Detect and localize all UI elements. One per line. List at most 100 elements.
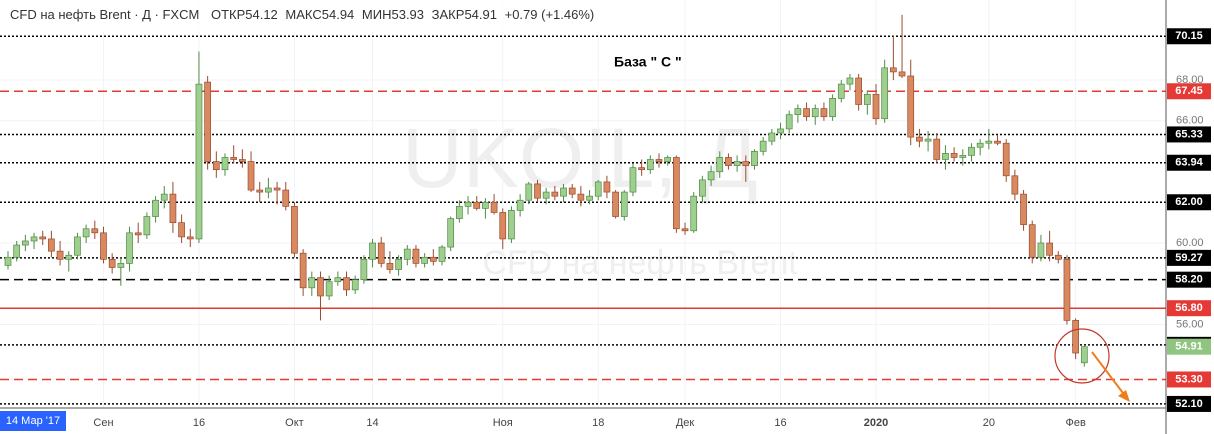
x-tick-label: Ноя [493, 417, 513, 429]
x-tick-label: Фев [1065, 417, 1085, 429]
x-tick-label: Дек [676, 417, 695, 429]
watermark: UKOIL, Д [402, 111, 758, 205]
candle-body [1054, 254, 1062, 260]
candle-body [178, 222, 185, 238]
level-label-box [1167, 154, 1211, 171]
candle-body [768, 132, 776, 142]
candle-body [499, 212, 507, 240]
y-tick-label: 56.00 [1176, 318, 1204, 330]
candle-body [100, 232, 107, 260]
level-label: 70.15 [1175, 30, 1203, 42]
level-label-box [1167, 371, 1211, 388]
candle-body [759, 140, 767, 152]
x-tick-label: Окт [285, 417, 304, 429]
candle-body [82, 228, 90, 238]
candle-body [699, 179, 706, 197]
candle-body [4, 256, 12, 266]
level-label: 56.80 [1175, 302, 1203, 314]
level-label-box [1167, 83, 1211, 100]
candle-body [681, 228, 689, 232]
candle-body [429, 256, 437, 262]
candle-body [1020, 193, 1027, 226]
candle-body [1063, 258, 1071, 321]
close-value: 54.91 [464, 7, 497, 22]
level-label: 63.94 [1175, 157, 1203, 169]
candle-body [482, 201, 489, 209]
candle-body [412, 248, 420, 264]
candle-body [959, 155, 967, 158]
x-tick-label: 18 [592, 417, 604, 429]
cursor-date: 14 Мар '17 [6, 415, 60, 427]
arrow [1091, 351, 1127, 398]
candle-body [30, 236, 38, 242]
candle-body [811, 108, 819, 118]
candle-body [108, 258, 116, 268]
candle-body [872, 93, 880, 120]
close-label: ЗАКР [432, 7, 465, 22]
candle-body [325, 281, 333, 297]
candle-body [594, 181, 602, 197]
candle-body [890, 67, 897, 73]
open-label: ОТКР [211, 7, 245, 22]
level-label-box [1167, 395, 1211, 412]
candle-body [1080, 346, 1088, 364]
candle-body [1028, 224, 1036, 258]
candle-body [212, 161, 220, 171]
candle-body [933, 138, 941, 160]
level-label: 62.00 [1175, 196, 1203, 208]
candle-body [282, 189, 290, 207]
candle-body [751, 150, 758, 166]
candle-body [256, 189, 264, 193]
candle-body [456, 205, 463, 219]
candle-body [846, 77, 854, 85]
candle-body [13, 244, 21, 258]
cursor-date-box [0, 411, 66, 431]
candle-body [673, 157, 680, 230]
candle-body [438, 246, 446, 262]
candle-body [976, 142, 984, 148]
candle-body [403, 248, 411, 260]
candle-body [534, 183, 541, 199]
candle-body [360, 258, 368, 281]
candle-body [690, 195, 698, 232]
candles [4, 14, 1088, 367]
candle-body [1037, 242, 1045, 258]
candle-body [855, 77, 862, 105]
level-label: 58.20 [1175, 274, 1203, 286]
candle-body [785, 114, 793, 130]
x-tick-label: 16 [193, 417, 205, 429]
candle-body [369, 242, 376, 260]
x-tick-label: 14 [366, 417, 378, 429]
candle-body [777, 128, 784, 134]
x-tick-label: 16 [774, 417, 786, 429]
low-value: 53.93 [391, 7, 424, 22]
candle-body [152, 199, 159, 217]
candle-body [646, 159, 654, 171]
y-tick-label: 60.00 [1176, 237, 1204, 249]
candle-body [863, 93, 871, 105]
candle-body [568, 187, 576, 195]
candle-body [655, 159, 663, 162]
level-label: 52.10 [1175, 398, 1203, 410]
high-value: 54.94 [322, 7, 355, 22]
candle-body [74, 236, 81, 256]
candle-body [725, 157, 732, 166]
candle-body [638, 167, 645, 171]
candle-body [1046, 242, 1053, 256]
x-tick-label: 20 [983, 417, 995, 429]
candle-body [1002, 142, 1010, 177]
candle-body [134, 232, 142, 236]
candle-body [65, 254, 73, 260]
candle-body [186, 236, 194, 240]
candle-body [560, 187, 567, 197]
candle-body [143, 216, 151, 236]
candle-body [395, 258, 402, 270]
high-label: МАКС [285, 7, 321, 22]
candle-body [421, 256, 428, 264]
candle-body [343, 277, 350, 291]
candle-body [551, 191, 559, 197]
candle-body [464, 201, 472, 207]
candle-body [542, 191, 550, 199]
candle-body [837, 83, 845, 99]
